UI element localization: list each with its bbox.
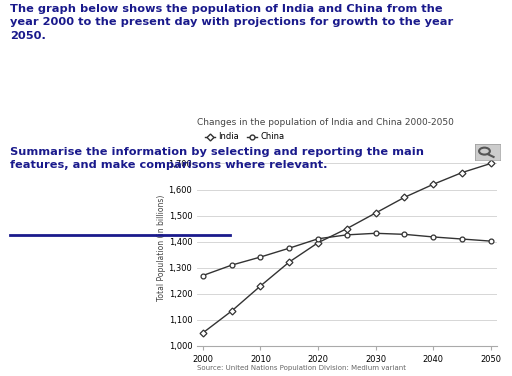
Text: Summarise the information by selecting and reporting the main
features, and make: Summarise the information by selecting a… [10, 147, 424, 170]
Legend: India, China: India, China [201, 129, 288, 145]
Text: Source: United Nations Population Division: Medium variant: Source: United Nations Population Divisi… [197, 365, 406, 371]
Text: The graph below shows the population of India and China from the
year 2000 to th: The graph below shows the population of … [10, 4, 454, 41]
Y-axis label: Total Population (in billions): Total Population (in billions) [157, 195, 166, 301]
Text: Changes in the population of India and China 2000-2050: Changes in the population of India and C… [197, 118, 454, 127]
